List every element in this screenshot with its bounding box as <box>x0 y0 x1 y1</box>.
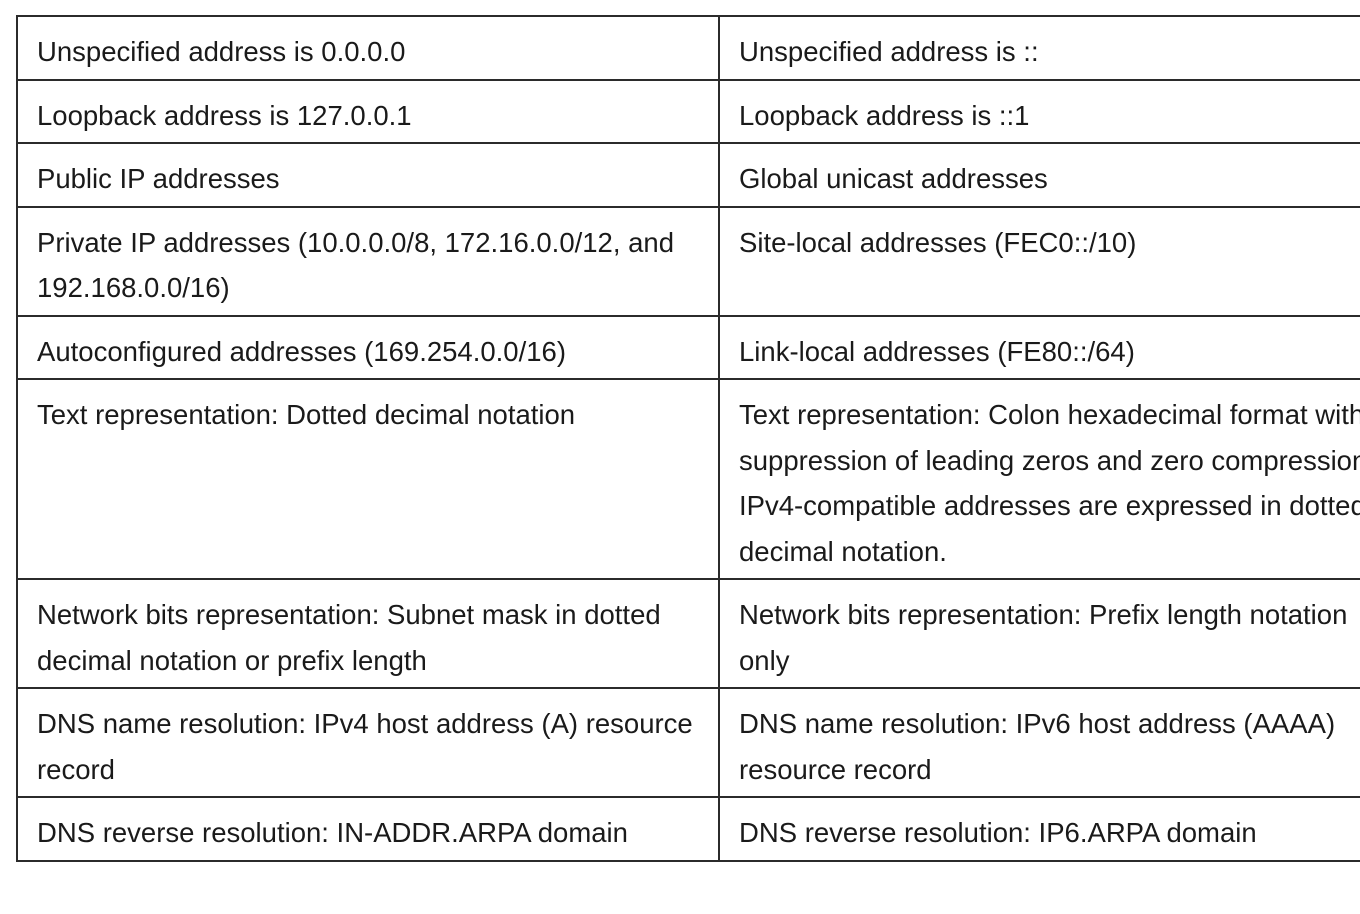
ipv4-cell: Network bits representation: Subnet mask… <box>16 578 720 689</box>
table-row: Loopback address is 127.0.0.1 Loopback a… <box>16 78 1360 144</box>
ipv4-cell: Unspecified address is 0.0.0.0 <box>16 15 720 81</box>
ipv4-cell: Private IP addresses (10.0.0.0/8, 172.16… <box>16 205 720 317</box>
table-row: DNS reverse resolution: IN-ADDR.ARPA dom… <box>16 796 1360 862</box>
ipv6-cell: Text representation: Colon hexadecimal f… <box>718 378 1360 580</box>
ipv6-cell: Site-local addresses (FEC0::/10) <box>718 205 1360 317</box>
table-row: Text representation: Dotted decimal nota… <box>16 378 1360 580</box>
ipv4-ipv6-comparison-table: Unspecified address is 0.0.0.0 Unspecifi… <box>16 15 1360 862</box>
table-row: Unspecified address is 0.0.0.0 Unspecifi… <box>16 15 1360 81</box>
ipv6-cell: Network bits representation: Prefix leng… <box>718 578 1360 689</box>
ipv6-cell: Unspecified address is :: <box>718 15 1360 81</box>
table-row: Autoconfigured addresses (169.254.0.0/16… <box>16 314 1360 380</box>
table-row: DNS name resolution: IPv4 host address (… <box>16 687 1360 798</box>
ipv4-cell: DNS name resolution: IPv4 host address (… <box>16 687 720 798</box>
ipv6-cell: Global unicast addresses <box>718 142 1360 208</box>
table-row: Network bits representation: Subnet mask… <box>16 578 1360 689</box>
ipv4-cell: DNS reverse resolution: IN-ADDR.ARPA dom… <box>16 796 720 862</box>
ipv4-cell: Loopback address is 127.0.0.1 <box>16 78 720 144</box>
table-row: Public IP addresses Global unicast addre… <box>16 142 1360 208</box>
table-row: Private IP addresses (10.0.0.0/8, 172.16… <box>16 205 1360 317</box>
ipv6-cell: Loopback address is ::1 <box>718 78 1360 144</box>
ipv4-cell: Public IP addresses <box>16 142 720 208</box>
ipv6-cell: Link-local addresses (FE80::/64) <box>718 314 1360 380</box>
ipv6-cell: DNS name resolution: IPv6 host address (… <box>718 687 1360 798</box>
ipv4-cell: Text representation: Dotted decimal nota… <box>16 378 720 580</box>
ipv4-cell: Autoconfigured addresses (169.254.0.0/16… <box>16 314 720 380</box>
ipv6-cell: DNS reverse resolution: IP6.ARPA domain <box>718 796 1360 862</box>
comparison-table-body: Unspecified address is 0.0.0.0 Unspecifi… <box>16 15 1360 862</box>
